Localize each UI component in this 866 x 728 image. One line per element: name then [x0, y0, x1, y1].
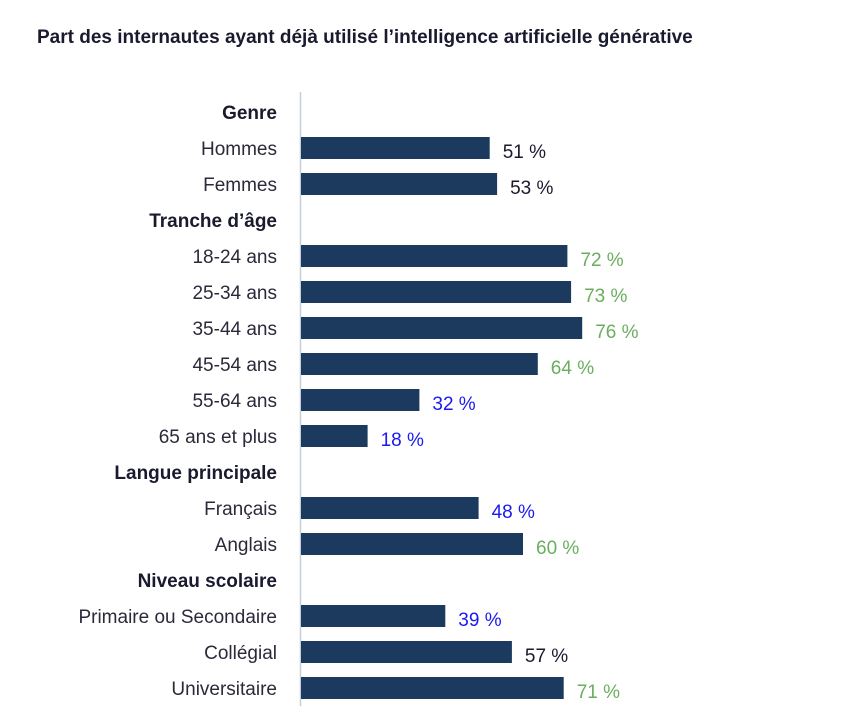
category-label: 35-44 ans [192, 319, 277, 340]
category-label: 18-24 ans [192, 247, 277, 268]
category-label: 65 ans et plus [159, 427, 277, 448]
category-label: 45-54 ans [192, 355, 277, 376]
category-label: 55-64 ans [192, 391, 277, 412]
bar [301, 533, 523, 555]
category-label: Hommes [201, 139, 277, 160]
group-header: Genre [222, 103, 277, 124]
value-label: 48 % [492, 502, 535, 523]
bar [301, 605, 446, 627]
group-header: Niveau scolaire [138, 571, 277, 592]
bar [301, 281, 572, 303]
value-label: 39 % [458, 610, 501, 631]
chart-title: Part des internautes ayant déjà utilisé … [37, 27, 693, 48]
group-header: Tranche d’âge [149, 211, 277, 232]
category-label: Universitaire [171, 679, 277, 700]
value-label: 51 % [503, 142, 546, 163]
bar [301, 173, 498, 195]
value-label: 71 % [577, 682, 620, 703]
bar [301, 389, 420, 411]
bar [301, 641, 512, 663]
value-label: 73 % [584, 286, 627, 307]
group-header: Langue principale [114, 463, 277, 484]
bar [301, 497, 479, 519]
value-label: 57 % [525, 646, 568, 667]
value-label: 64 % [551, 358, 594, 379]
category-label: Français [204, 499, 277, 520]
bar [301, 353, 538, 375]
bar [301, 317, 583, 339]
category-label: Collégial [204, 643, 277, 664]
value-label: 53 % [510, 178, 553, 199]
value-label: 76 % [595, 322, 638, 343]
value-label: 18 % [381, 430, 424, 451]
bar [301, 425, 368, 447]
category-label: Anglais [215, 535, 277, 556]
value-label: 32 % [432, 394, 475, 415]
value-label: 72 % [580, 250, 623, 271]
category-label: Femmes [203, 175, 277, 196]
bar [301, 137, 490, 159]
category-label: Primaire ou Secondaire [78, 607, 277, 628]
bar [301, 245, 568, 267]
category-label: 25-34 ans [192, 283, 277, 304]
bar [301, 677, 564, 699]
value-label: 60 % [536, 538, 579, 559]
